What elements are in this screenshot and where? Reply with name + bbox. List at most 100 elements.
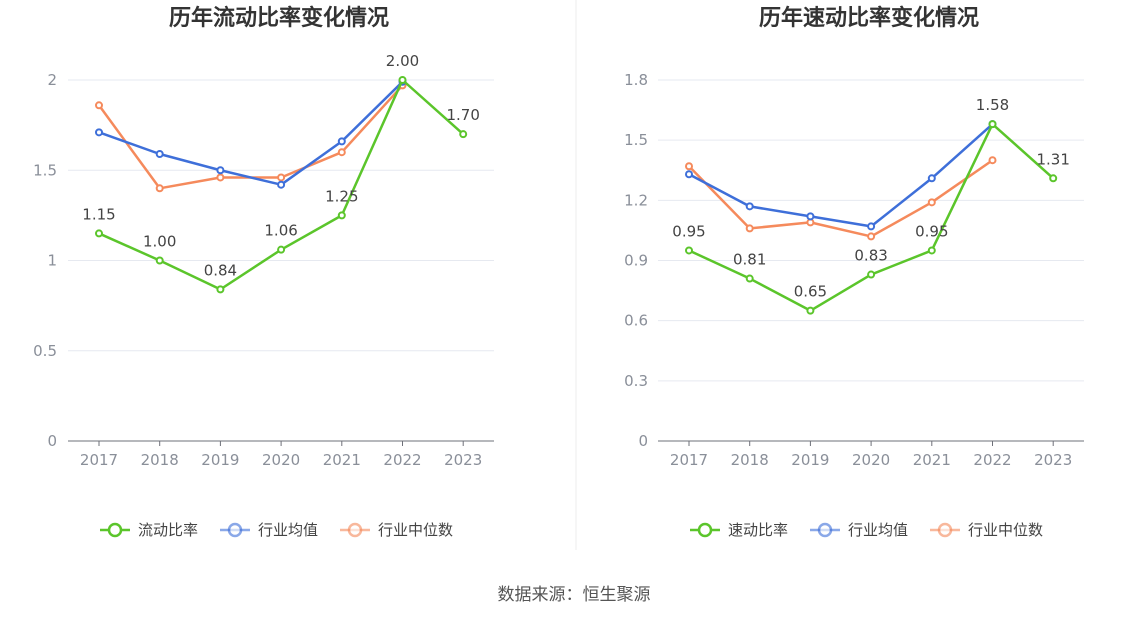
data-point bbox=[685, 246, 693, 255]
current-ratio-chart: 历年流动比率变化情况 0 0.5 1 1.5 2 2017 2018 2019 2020 2021 2… bbox=[33, 5, 494, 539]
series-line bbox=[688, 159, 994, 238]
source-note: 数据来源：恒生聚源 bbox=[497, 585, 651, 605]
data-point bbox=[277, 180, 286, 189]
legend-label: 速动比率 bbox=[728, 521, 788, 539]
data-point bbox=[745, 274, 754, 283]
x-tick-label: 2021 bbox=[323, 451, 361, 469]
legend-item[interactable]: 行业中位数 bbox=[340, 521, 453, 539]
y-tick-label: 0 bbox=[638, 432, 648, 450]
x-tick-label: 2022 bbox=[973, 451, 1011, 469]
data-label: 0.84 bbox=[204, 261, 237, 279]
legend-item[interactable]: 行业均值 bbox=[810, 521, 908, 539]
data-point bbox=[988, 156, 997, 165]
legend-label: 行业中位数 bbox=[378, 521, 453, 539]
legend-label: 流动比率 bbox=[138, 521, 198, 539]
x-tick-label: 2023 bbox=[1034, 451, 1072, 469]
y-tick-label: 0.5 bbox=[33, 342, 57, 360]
data-point bbox=[95, 101, 103, 110]
data-point bbox=[927, 246, 936, 255]
x-tick-label: 2022 bbox=[383, 451, 421, 469]
data-point bbox=[337, 211, 346, 220]
x-tick-label: 2018 bbox=[141, 451, 179, 469]
data-point bbox=[685, 162, 693, 171]
x-tick-label: 2019 bbox=[791, 451, 829, 469]
legend-item[interactable]: 行业均值 bbox=[220, 521, 318, 539]
data-point bbox=[806, 212, 815, 221]
legend-label: 行业均值 bbox=[848, 521, 908, 539]
data-point bbox=[459, 130, 468, 139]
legend-swatch-marker bbox=[937, 522, 953, 538]
x-tick-label: 2019 bbox=[201, 451, 239, 469]
legend-swatch-marker bbox=[227, 522, 243, 538]
data-point bbox=[745, 202, 754, 211]
y-tick-label: 0 bbox=[47, 432, 57, 450]
legend-item[interactable]: 行业中位数 bbox=[930, 521, 1043, 539]
data-point bbox=[277, 245, 286, 254]
data-label: 0.95 bbox=[672, 222, 705, 240]
series-line bbox=[97, 84, 404, 190]
data-label: 0.83 bbox=[854, 247, 887, 265]
data-point bbox=[867, 232, 876, 241]
data-point bbox=[216, 285, 225, 294]
x-tick-label: 2023 bbox=[444, 451, 482, 469]
series-line bbox=[98, 80, 404, 186]
legend-item[interactable]: 流动比率 bbox=[100, 521, 198, 539]
y-tick-label: 1.5 bbox=[624, 131, 648, 149]
data-point bbox=[927, 174, 936, 183]
quick-ratio-chart: 历年速动比率变化情况 0 0.3 0.6 0.9 1.2 1.5 1.8 2017 2018 201… bbox=[624, 5, 1084, 539]
data-point bbox=[398, 76, 407, 84]
data-point bbox=[95, 128, 103, 137]
y-tick-label: 1.2 bbox=[624, 191, 648, 209]
data-point bbox=[685, 170, 693, 179]
chart-title: 历年流动比率变化情况 bbox=[169, 5, 389, 31]
x-tick-label: 2021 bbox=[913, 451, 951, 469]
data-point bbox=[867, 222, 876, 231]
x-tick-label: 2020 bbox=[852, 451, 890, 469]
data-point bbox=[1049, 174, 1058, 183]
data-point bbox=[337, 148, 346, 157]
data-label: 1.06 bbox=[264, 222, 297, 240]
series-line bbox=[688, 123, 994, 228]
y-tick-label: 0.6 bbox=[624, 312, 648, 330]
data-label: 1.00 bbox=[143, 233, 176, 251]
data-label: 2.00 bbox=[386, 52, 419, 70]
y-tick-label: 2 bbox=[47, 71, 57, 89]
x-tick-label: 2018 bbox=[731, 451, 769, 469]
legend-swatch-marker bbox=[347, 522, 363, 538]
legend-label: 行业均值 bbox=[258, 521, 318, 539]
legend-swatch-marker bbox=[107, 522, 123, 538]
x-tick-label: 2017 bbox=[670, 451, 708, 469]
data-point bbox=[337, 137, 346, 146]
legend-label: 行业中位数 bbox=[968, 521, 1043, 539]
data-label: 1.58 bbox=[976, 96, 1009, 114]
data-point bbox=[745, 224, 754, 233]
data-point bbox=[867, 270, 876, 279]
data-label: 0.95 bbox=[915, 222, 948, 240]
data-label: 1.31 bbox=[1036, 150, 1069, 168]
y-tick-label: 1 bbox=[47, 252, 57, 270]
y-tick-label: 1.8 bbox=[624, 71, 648, 89]
legend-swatch-marker bbox=[817, 522, 833, 538]
y-tick-label: 1.5 bbox=[33, 161, 57, 179]
data-point bbox=[155, 256, 164, 265]
data-label: 1.25 bbox=[325, 187, 358, 205]
y-tick-label: 0.3 bbox=[624, 372, 648, 390]
chart-title: 历年速动比率变化情况 bbox=[759, 5, 979, 31]
data-point bbox=[806, 306, 815, 315]
data-point bbox=[155, 184, 164, 193]
legend-swatch-marker bbox=[697, 522, 713, 538]
data-point bbox=[216, 173, 225, 182]
legend-item[interactable]: 速动比率 bbox=[690, 521, 788, 539]
data-point bbox=[95, 229, 103, 238]
series-line bbox=[688, 122, 1055, 312]
x-tick-label: 2020 bbox=[262, 451, 300, 469]
data-point bbox=[927, 198, 936, 207]
data-point bbox=[988, 120, 997, 129]
data-label: 1.70 bbox=[446, 106, 479, 124]
data-label: 0.65 bbox=[794, 283, 827, 301]
data-label: 0.81 bbox=[733, 251, 766, 269]
y-tick-label: 0.9 bbox=[624, 252, 648, 270]
x-tick-label: 2017 bbox=[80, 451, 118, 469]
data-point bbox=[155, 150, 164, 159]
